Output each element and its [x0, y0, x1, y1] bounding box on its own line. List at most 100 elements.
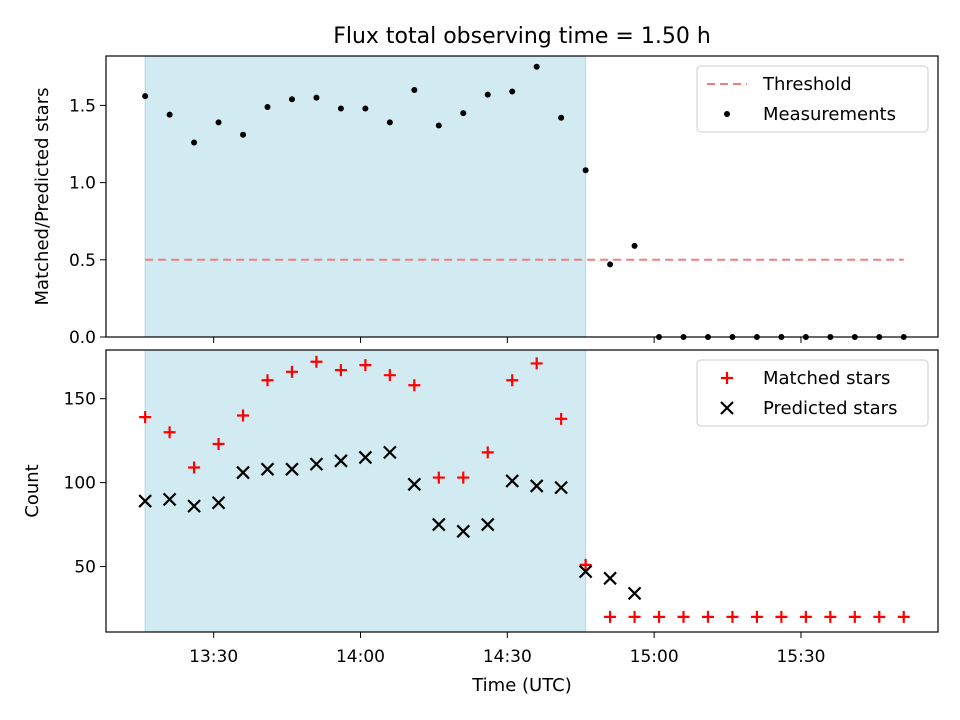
predicted-stars-point [383, 445, 397, 460]
predicted-stars-point [407, 477, 422, 492]
predicted-stars-point [162, 492, 177, 507]
measurement-point [191, 139, 198, 146]
matched-stars-point [677, 610, 690, 623]
predicted-stars-point [285, 462, 299, 476]
matched-stars-point [139, 411, 152, 424]
predicted-stars-point [309, 457, 324, 471]
matched-stars-point [261, 374, 274, 387]
shaded-region [144, 349, 587, 633]
axes-frame [105, 349, 939, 633]
predicted-stars-point [187, 499, 201, 513]
matched-stars-point [285, 365, 298, 378]
y-tick-label: 0.5 [69, 251, 96, 271]
predicted-stars-point [578, 564, 593, 579]
chart-title: Flux total observing time = 1.50 h [333, 24, 711, 49]
matched-stars-point [799, 610, 812, 623]
measurement-point [166, 111, 173, 118]
matched-stars-point [775, 610, 788, 623]
y-tick-label: 1.5 [69, 96, 96, 116]
measurement-point [558, 114, 565, 121]
matched-stars-point [506, 374, 519, 387]
legend-label: Measurements [763, 104, 896, 125]
predicted-stars-point [211, 495, 226, 510]
predicted-stars-point [627, 586, 642, 601]
matched-stars-point [457, 471, 470, 484]
x-tick-label: 15:00 [630, 647, 679, 667]
x-tick-label: 15:30 [776, 647, 825, 667]
matched-stars-point [604, 610, 617, 623]
matched-stars-point [628, 610, 641, 623]
y-tick-label: 150 [64, 390, 96, 410]
measurement-point [411, 86, 418, 93]
measurement-point [264, 103, 271, 110]
measurement-point [240, 131, 247, 138]
matched-stars-point [824, 610, 837, 623]
predicted-stars-point [334, 454, 348, 468]
x-axis-label: Time (UTC) [471, 675, 572, 696]
y-tick-label: 0.0 [69, 328, 96, 348]
legend-matched-swatch [721, 372, 733, 384]
legend-label: Predicted stars [763, 398, 897, 419]
matched-stars-point [555, 412, 568, 425]
axes-frame [105, 55, 939, 338]
measurement-point [607, 261, 614, 268]
measurement-point [288, 96, 295, 103]
matched-stars-point [334, 364, 347, 377]
ratio-panel: 0.0 0.5 1.0 1.5 Matched/Predicted stars Thres… [32, 55, 939, 348]
count-panel: 50 100 150 13:30 14:00 14:30 15:00 15:30 Count Ma… [22, 349, 939, 667]
matched-stars-point [579, 558, 592, 571]
predicted-stars-point [505, 474, 519, 488]
predicted-stars-point [138, 494, 152, 508]
matched-stars-point [897, 610, 910, 623]
matched-stars-point [237, 409, 250, 422]
legend-label: Threshold [762, 74, 852, 95]
matched-stars-point [212, 438, 225, 450]
x-tick-label: 14:00 [336, 647, 385, 667]
matched-stars-point [408, 379, 421, 392]
matched-stars-point [432, 471, 445, 484]
matched-stars-point [383, 369, 396, 382]
matched-stars-point [359, 359, 372, 372]
measurement-point [215, 119, 222, 126]
matched-stars-point [848, 610, 861, 623]
predicted-stars-point [480, 517, 495, 532]
measurement-point [509, 88, 516, 95]
measurement-point [386, 119, 393, 126]
measurement-point [337, 105, 344, 112]
shaded-region [144, 55, 587, 338]
legend-predicted-swatch [720, 401, 734, 415]
measurement-point [362, 105, 369, 112]
predicted-stars-point [603, 571, 617, 586]
matched-stars-point [750, 610, 763, 623]
measurement-point [313, 94, 320, 101]
legend-label: Matched stars [763, 368, 890, 389]
matched-stars-point [873, 610, 886, 623]
y-tick-label: 50 [74, 558, 96, 578]
measurement-point [484, 91, 491, 98]
predicted-stars-point [236, 465, 250, 480]
predicted-stars-point [358, 450, 373, 465]
measurement-point [460, 110, 467, 117]
matched-stars-point [653, 610, 666, 623]
matched-stars-point [701, 610, 714, 623]
y-tick-label: 1.0 [69, 174, 96, 194]
y-axis-label: Matched/Predicted stars [32, 88, 53, 306]
predicted-stars-point [260, 462, 275, 476]
y-axis-label: Count [22, 464, 43, 517]
y-tick-label: 100 [64, 474, 96, 494]
predicted-stars-point [456, 524, 471, 539]
predicted-stars-point [432, 517, 446, 532]
legend-box [696, 359, 929, 427]
x-tick-label: 13:30 [189, 647, 238, 667]
measurement-point [582, 167, 589, 174]
measurement-point [631, 242, 638, 249]
legend-measurements-swatch [724, 111, 730, 117]
matched-stars-point [530, 357, 543, 370]
legend-box [696, 65, 929, 133]
predicted-stars-point [554, 480, 568, 495]
matched-stars-point [163, 426, 176, 439]
matched-stars-point [188, 461, 201, 474]
matched-stars-point [481, 446, 494, 459]
measurement-point [142, 93, 149, 100]
